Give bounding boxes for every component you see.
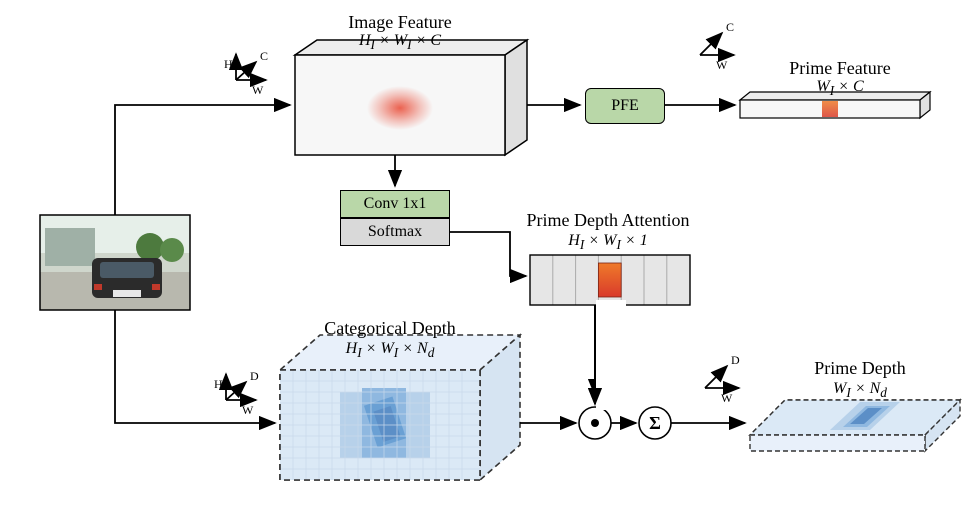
softmax-module: Softmax (340, 218, 450, 246)
prime-depth-attention-dims: HI × WI × 1 (508, 232, 708, 253)
axis-icon-3: H W D (214, 369, 259, 417)
prime-depth-attention-box (530, 255, 690, 305)
image-feature-title: Image Feature (330, 12, 470, 33)
input-image (40, 215, 190, 310)
svg-text:W: W (716, 58, 728, 72)
prime-depth-title: Prime Depth (790, 358, 930, 379)
image-feature-box (295, 40, 527, 155)
svg-text:W: W (252, 83, 264, 97)
categorical-depth-title: Categorical Depth (300, 318, 480, 339)
sum-op: Σ (639, 407, 671, 439)
svg-text:W: W (242, 403, 254, 417)
conv-module: Conv 1x1 (340, 190, 450, 218)
pfe-module: PFE (585, 88, 665, 124)
svg-text:D: D (250, 369, 259, 383)
svg-text:D: D (731, 353, 740, 367)
axis-icon-4: W D (705, 353, 740, 405)
svg-text:Σ: Σ (649, 413, 661, 433)
prime-depth-box (750, 395, 970, 451)
categorical-depth-dims: HI × WI × Nd (300, 340, 480, 361)
axis-icon-1: H W C (224, 49, 268, 97)
prime-feature-dims: WI × C (770, 78, 910, 99)
svg-text:C: C (726, 20, 734, 34)
svg-text:C: C (260, 49, 268, 63)
image-feature-dims: HI × WI × C (330, 32, 470, 53)
svg-text:H: H (214, 377, 223, 391)
prime-depth-attention-title: Prime Depth Attention (508, 210, 708, 231)
axis-icon-2: W C (700, 20, 734, 72)
hadamard-op (579, 407, 611, 439)
svg-text:H: H (224, 57, 233, 71)
svg-text:W: W (721, 391, 733, 405)
prime-feature-title: Prime Feature (770, 58, 910, 79)
prime-depth-dims: WI × Nd (790, 380, 930, 401)
